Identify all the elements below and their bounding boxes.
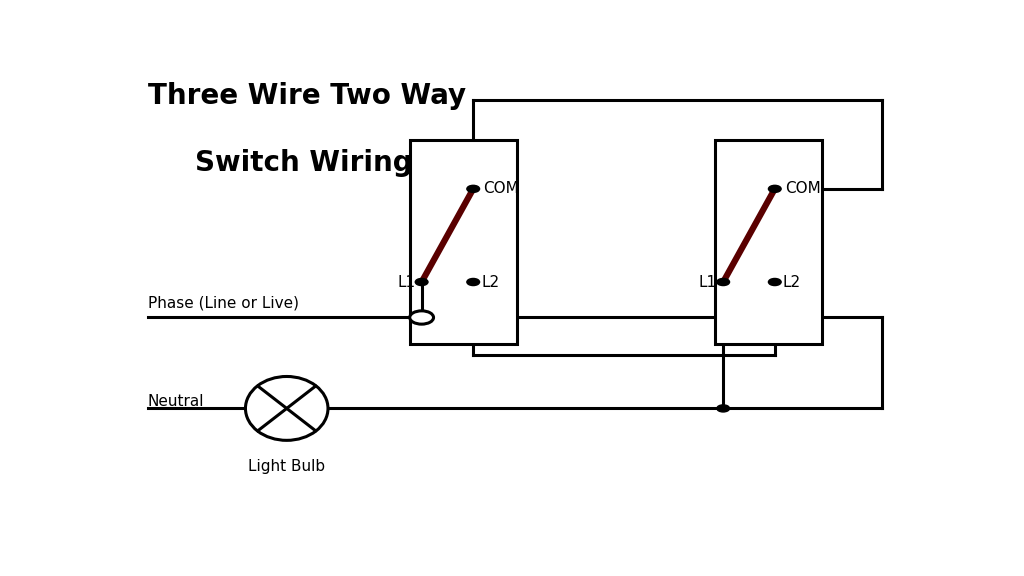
Circle shape bbox=[768, 278, 781, 286]
Text: L1: L1 bbox=[397, 275, 416, 290]
Ellipse shape bbox=[246, 377, 328, 440]
Text: COM: COM bbox=[785, 181, 821, 196]
Text: COM: COM bbox=[483, 181, 519, 196]
Circle shape bbox=[416, 314, 428, 321]
Bar bbox=[410, 140, 517, 344]
Circle shape bbox=[467, 278, 479, 286]
Text: Light Bulb: Light Bulb bbox=[248, 460, 326, 475]
Circle shape bbox=[467, 185, 479, 192]
Circle shape bbox=[416, 278, 428, 286]
Bar bbox=[715, 140, 822, 344]
Text: Switch Wiring: Switch Wiring bbox=[196, 149, 413, 177]
Circle shape bbox=[410, 311, 433, 324]
Circle shape bbox=[768, 185, 781, 192]
Text: Phase (Line or Live): Phase (Line or Live) bbox=[147, 296, 299, 311]
Circle shape bbox=[717, 278, 729, 286]
Text: Neutral: Neutral bbox=[147, 394, 205, 410]
Text: L2: L2 bbox=[782, 275, 801, 290]
Text: Three Wire Two Way: Three Wire Two Way bbox=[147, 82, 466, 111]
Text: L1: L1 bbox=[698, 275, 717, 290]
Text: L2: L2 bbox=[481, 275, 500, 290]
Circle shape bbox=[717, 405, 729, 412]
